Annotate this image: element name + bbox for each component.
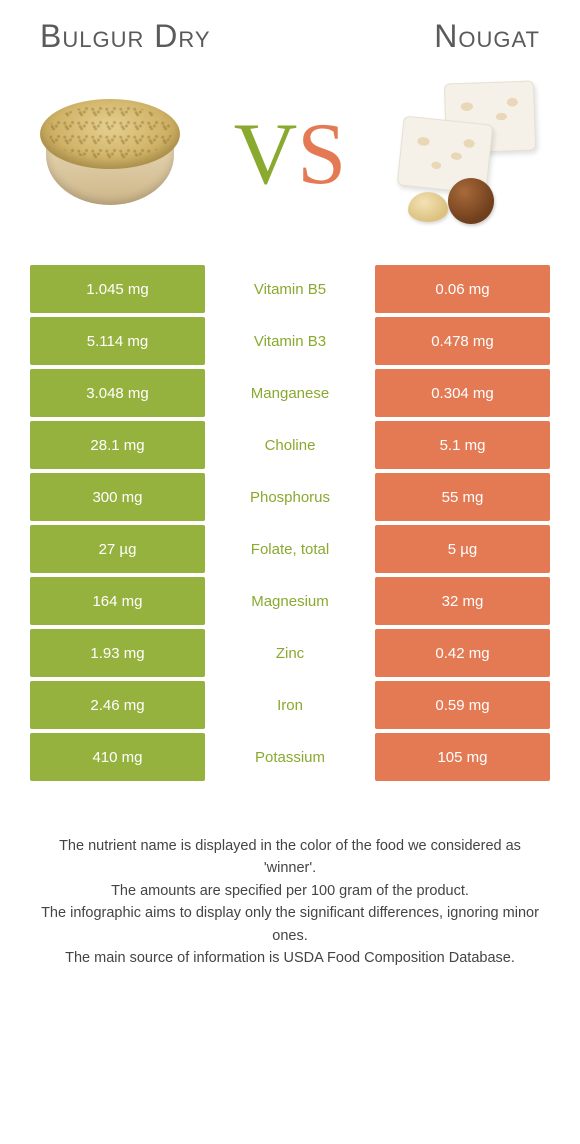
nutrient-label: Iron: [205, 681, 375, 729]
left-value: 27 µg: [30, 525, 205, 573]
right-value: 32 mg: [375, 577, 550, 625]
footnotes: The nutrient name is displayed in the co…: [0, 785, 580, 970]
nougat-icon: [390, 80, 550, 230]
right-value: 0.42 mg: [375, 629, 550, 677]
nutrient-label: Folate, total: [205, 525, 375, 573]
nutrient-row: 1.045 mgVitamin B50.06 mg: [30, 265, 550, 313]
left-value: 164 mg: [30, 577, 205, 625]
infographic-container: Bulgur dry Nougat VS 1.045 mgVitamin B50…: [0, 0, 580, 781]
right-value: 5.1 mg: [375, 421, 550, 469]
nutrient-label: Vitamin B3: [205, 317, 375, 365]
footnote-line: The infographic aims to display only the…: [36, 902, 544, 947]
left-value: 2.46 mg: [30, 681, 205, 729]
left-food-title: Bulgur dry: [40, 18, 211, 55]
footnote-line: The nutrient name is displayed in the co…: [36, 835, 544, 880]
left-value: 1.045 mg: [30, 265, 205, 313]
vs-letter-s: S: [297, 111, 346, 199]
footnote-line: The main source of information is USDA F…: [36, 947, 544, 969]
nutrient-label: Manganese: [205, 369, 375, 417]
nutrient-row: 410 mgPotassium105 mg: [30, 733, 550, 781]
left-value: 3.048 mg: [30, 369, 205, 417]
nutrient-label: Phosphorus: [205, 473, 375, 521]
left-value: 5.114 mg: [30, 317, 205, 365]
right-value: 0.59 mg: [375, 681, 550, 729]
nutrient-label: Magnesium: [205, 577, 375, 625]
nutrient-label: Zinc: [205, 629, 375, 677]
right-value: 0.06 mg: [375, 265, 550, 313]
footnote-line: The amounts are specified per 100 gram o…: [36, 880, 544, 902]
vs-row: VS: [30, 65, 550, 265]
right-food-image: [390, 75, 550, 235]
nutrient-row: 28.1 mgCholine5.1 mg: [30, 421, 550, 469]
titles-row: Bulgur dry Nougat: [30, 18, 550, 65]
nutrient-row: 300 mgPhosphorus55 mg: [30, 473, 550, 521]
nutrient-row: 1.93 mgZinc0.42 mg: [30, 629, 550, 677]
right-food-title: Nougat: [434, 18, 540, 55]
vs-label: VS: [234, 111, 347, 199]
nutrient-row: 2.46 mgIron0.59 mg: [30, 681, 550, 729]
vs-letter-v: V: [234, 111, 298, 199]
nutrient-row: 27 µgFolate, total5 µg: [30, 525, 550, 573]
nutrient-label: Vitamin B5: [205, 265, 375, 313]
left-value: 300 mg: [30, 473, 205, 521]
nutrient-row: 164 mgMagnesium32 mg: [30, 577, 550, 625]
nutrient-row: 5.114 mgVitamin B30.478 mg: [30, 317, 550, 365]
nutrient-comparison-table: 1.045 mgVitamin B50.06 mg5.114 mgVitamin…: [30, 265, 550, 781]
left-value: 1.93 mg: [30, 629, 205, 677]
right-value: 0.478 mg: [375, 317, 550, 365]
right-value: 0.304 mg: [375, 369, 550, 417]
right-value: 5 µg: [375, 525, 550, 573]
left-value: 28.1 mg: [30, 421, 205, 469]
nutrient-label: Choline: [205, 421, 375, 469]
right-value: 55 mg: [375, 473, 550, 521]
nutrient-row: 3.048 mgManganese0.304 mg: [30, 369, 550, 417]
left-food-image: [30, 75, 190, 235]
left-value: 410 mg: [30, 733, 205, 781]
right-value: 105 mg: [375, 733, 550, 781]
nutrient-label: Potassium: [205, 733, 375, 781]
bulgur-bowl-icon: [40, 95, 180, 215]
